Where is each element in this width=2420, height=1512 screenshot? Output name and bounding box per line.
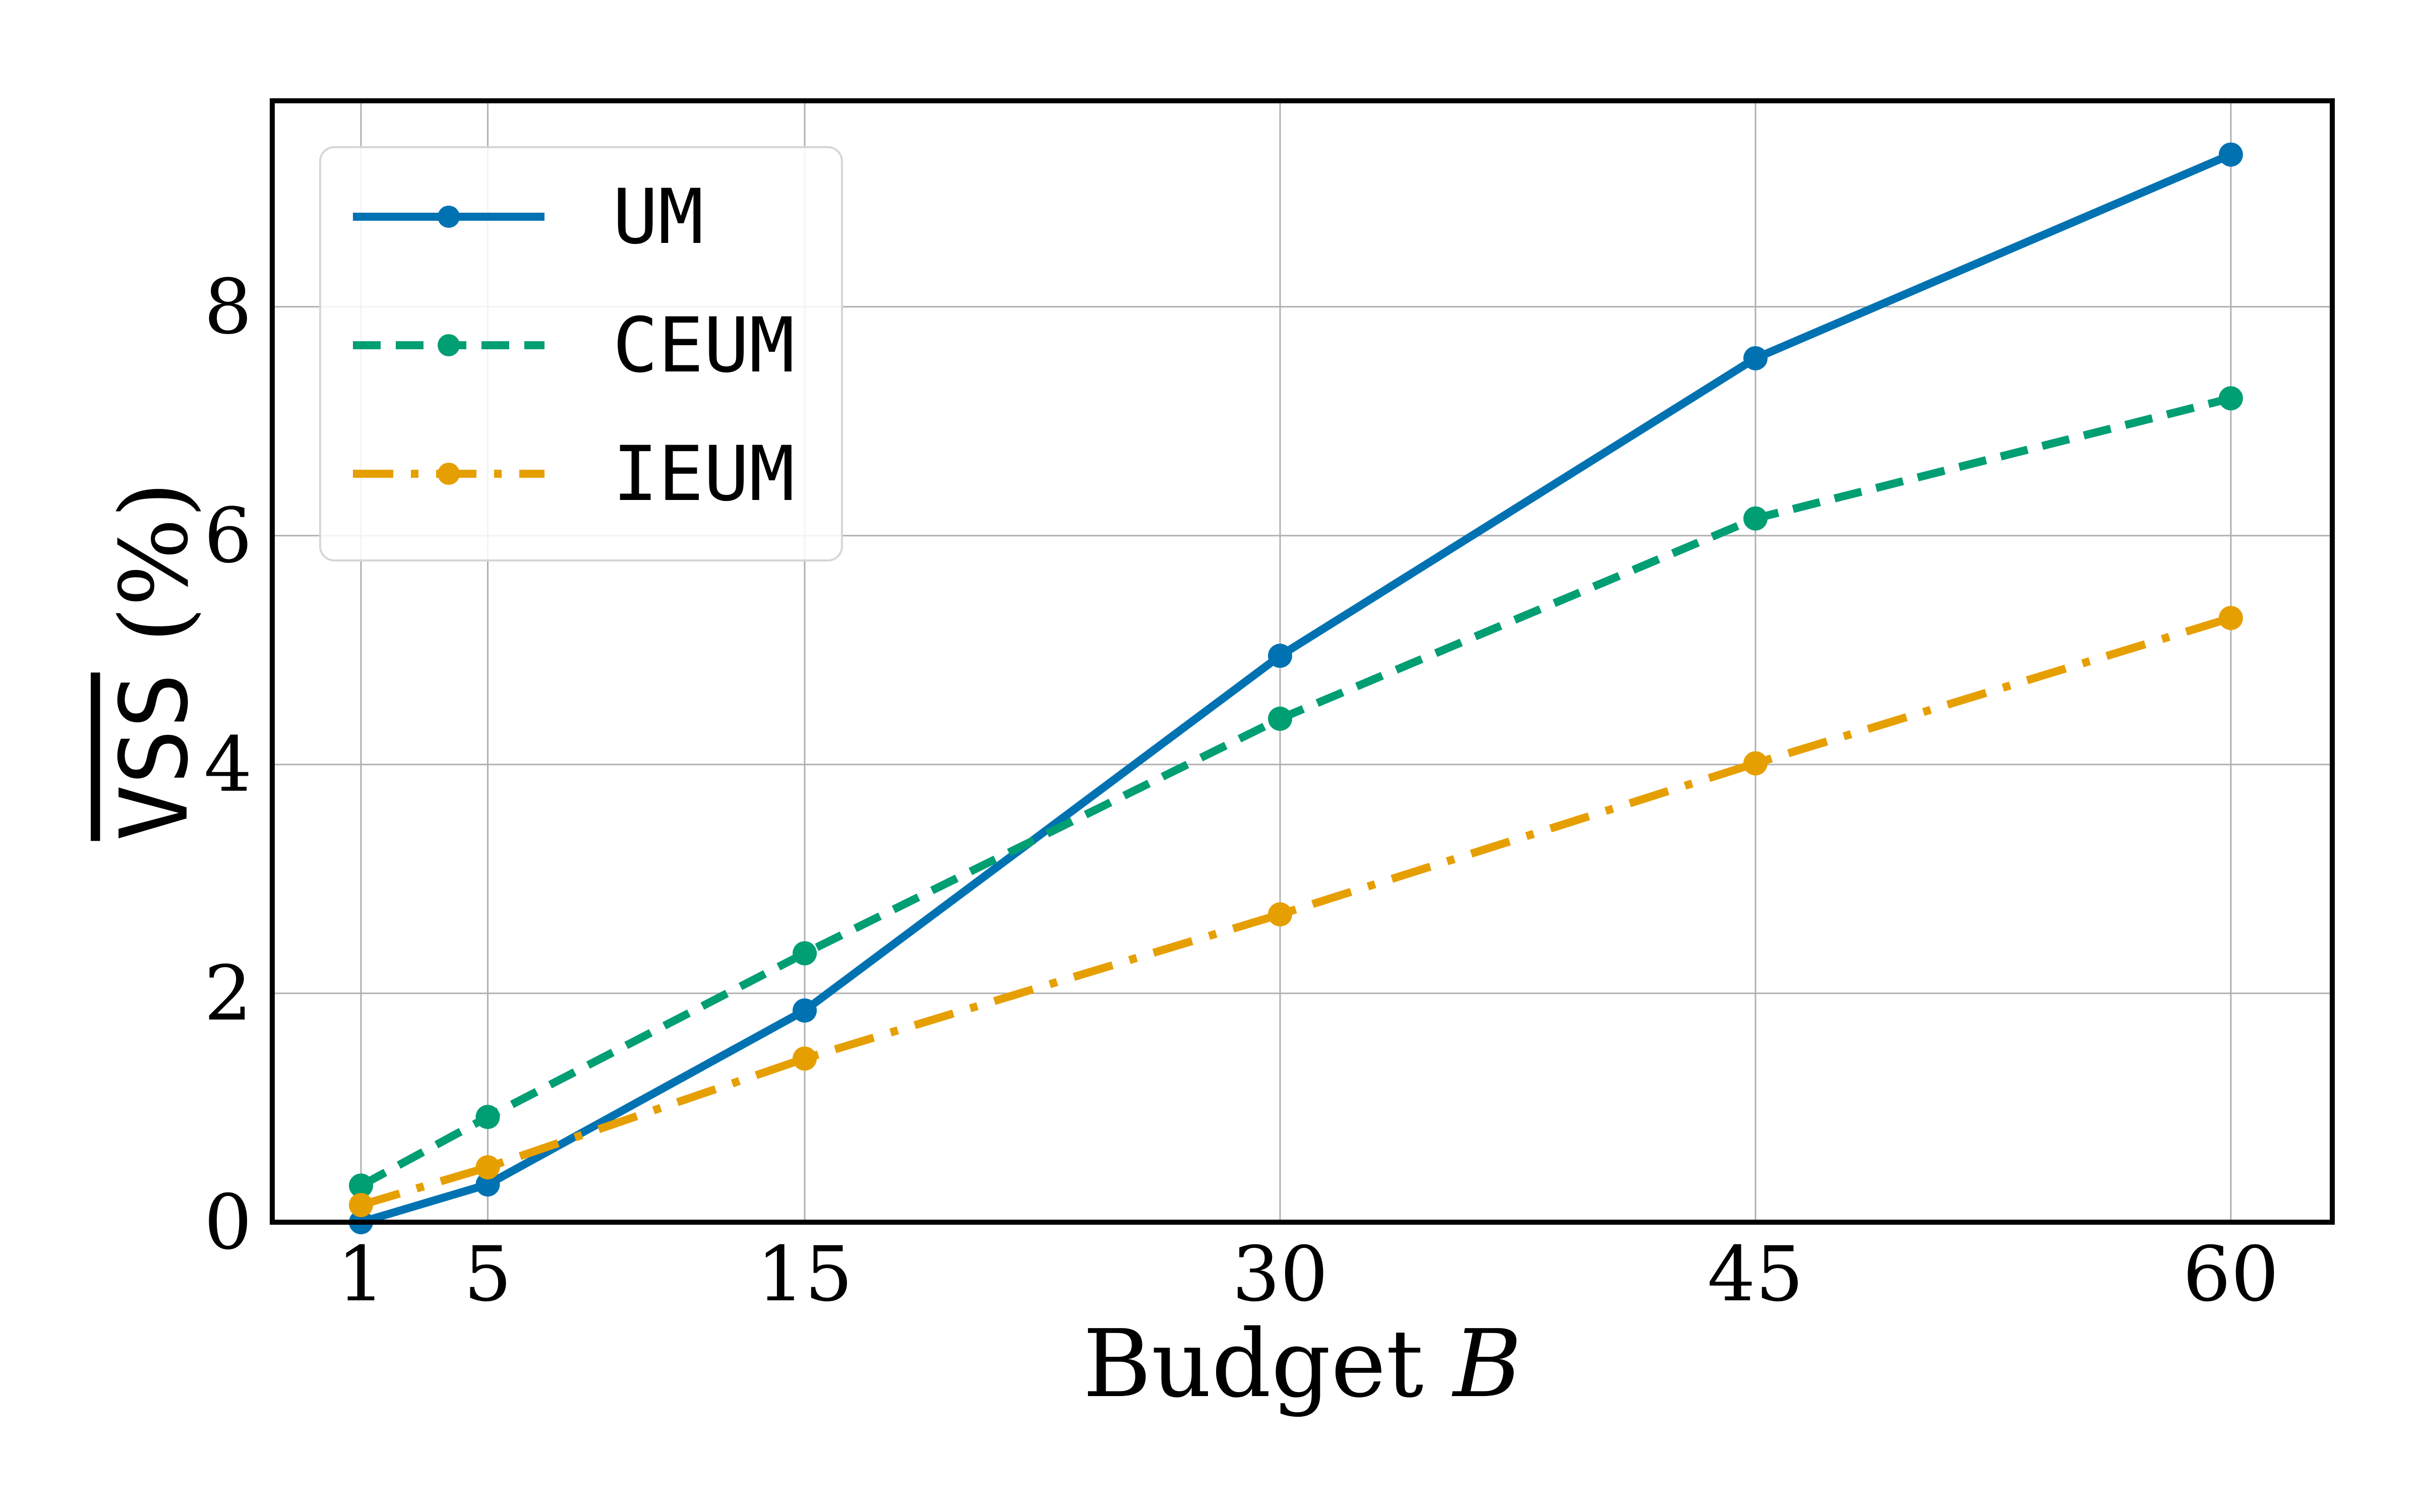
data-point xyxy=(475,1105,500,1129)
legend-label: CEUM xyxy=(613,302,795,390)
series-ceum xyxy=(349,386,2243,1198)
data-point xyxy=(475,1172,500,1197)
series-ieum xyxy=(349,606,2243,1217)
x-tick-labels: 1 5 15 30 45 60 xyxy=(337,1231,2279,1318)
legend-label: UM xyxy=(613,173,704,261)
y-tick-labels: 0 2 4 6 8 xyxy=(204,264,252,1267)
series-line-ieum xyxy=(359,614,2232,1209)
legend-item-ceum: CEUM xyxy=(353,302,795,390)
series-line-um xyxy=(359,151,2232,1226)
data-point xyxy=(793,1046,817,1071)
legend-item-ieum: IEUM xyxy=(353,430,795,518)
y-tick-label: 2 xyxy=(204,950,252,1038)
plot-frame xyxy=(270,98,2335,1225)
x-axis-label: Budget B xyxy=(1083,1309,1522,1418)
data-point xyxy=(2218,386,2243,411)
series-um xyxy=(349,142,2243,1234)
series-layer xyxy=(349,142,2243,1234)
data-point xyxy=(1743,751,1768,776)
legend-marker xyxy=(438,206,460,228)
y-tick-label: 4 xyxy=(204,721,252,809)
data-point xyxy=(475,1155,500,1180)
x-tick-label: 1 xyxy=(337,1231,385,1318)
data-point xyxy=(2218,606,2243,631)
data-point xyxy=(1267,902,1292,927)
legend: UM CEUM IEUM xyxy=(319,146,843,561)
y-tick-label: 0 xyxy=(204,1179,252,1267)
legend-label: IEUM xyxy=(613,430,795,518)
data-point xyxy=(1267,707,1292,731)
legend-item-um: UM xyxy=(353,173,704,261)
y-axis-label: VSS (%) xyxy=(100,481,209,841)
x-tick-label: 60 xyxy=(2183,1231,2279,1318)
legend-box xyxy=(319,146,843,561)
data-point xyxy=(793,998,817,1023)
data-point xyxy=(793,941,817,966)
legend-marker xyxy=(438,334,460,356)
svg-text:VSS (%): VSS (%) xyxy=(100,481,209,841)
data-point xyxy=(1743,506,1768,531)
data-point xyxy=(1267,644,1292,668)
x-tick-label: 15 xyxy=(757,1231,853,1318)
data-point xyxy=(1743,346,1768,370)
x-tick-label: 30 xyxy=(1232,1231,1328,1318)
y-tick-label: 8 xyxy=(204,264,252,351)
x-tick-label: 5 xyxy=(464,1231,512,1318)
y-tick-label: 6 xyxy=(204,492,252,580)
x-tick-label: 45 xyxy=(1707,1231,1803,1318)
legend-marker xyxy=(438,463,460,485)
data-point xyxy=(349,1192,374,1217)
data-point xyxy=(2218,142,2243,167)
series-line-ceum xyxy=(359,394,2232,1189)
data-point xyxy=(349,1173,374,1198)
